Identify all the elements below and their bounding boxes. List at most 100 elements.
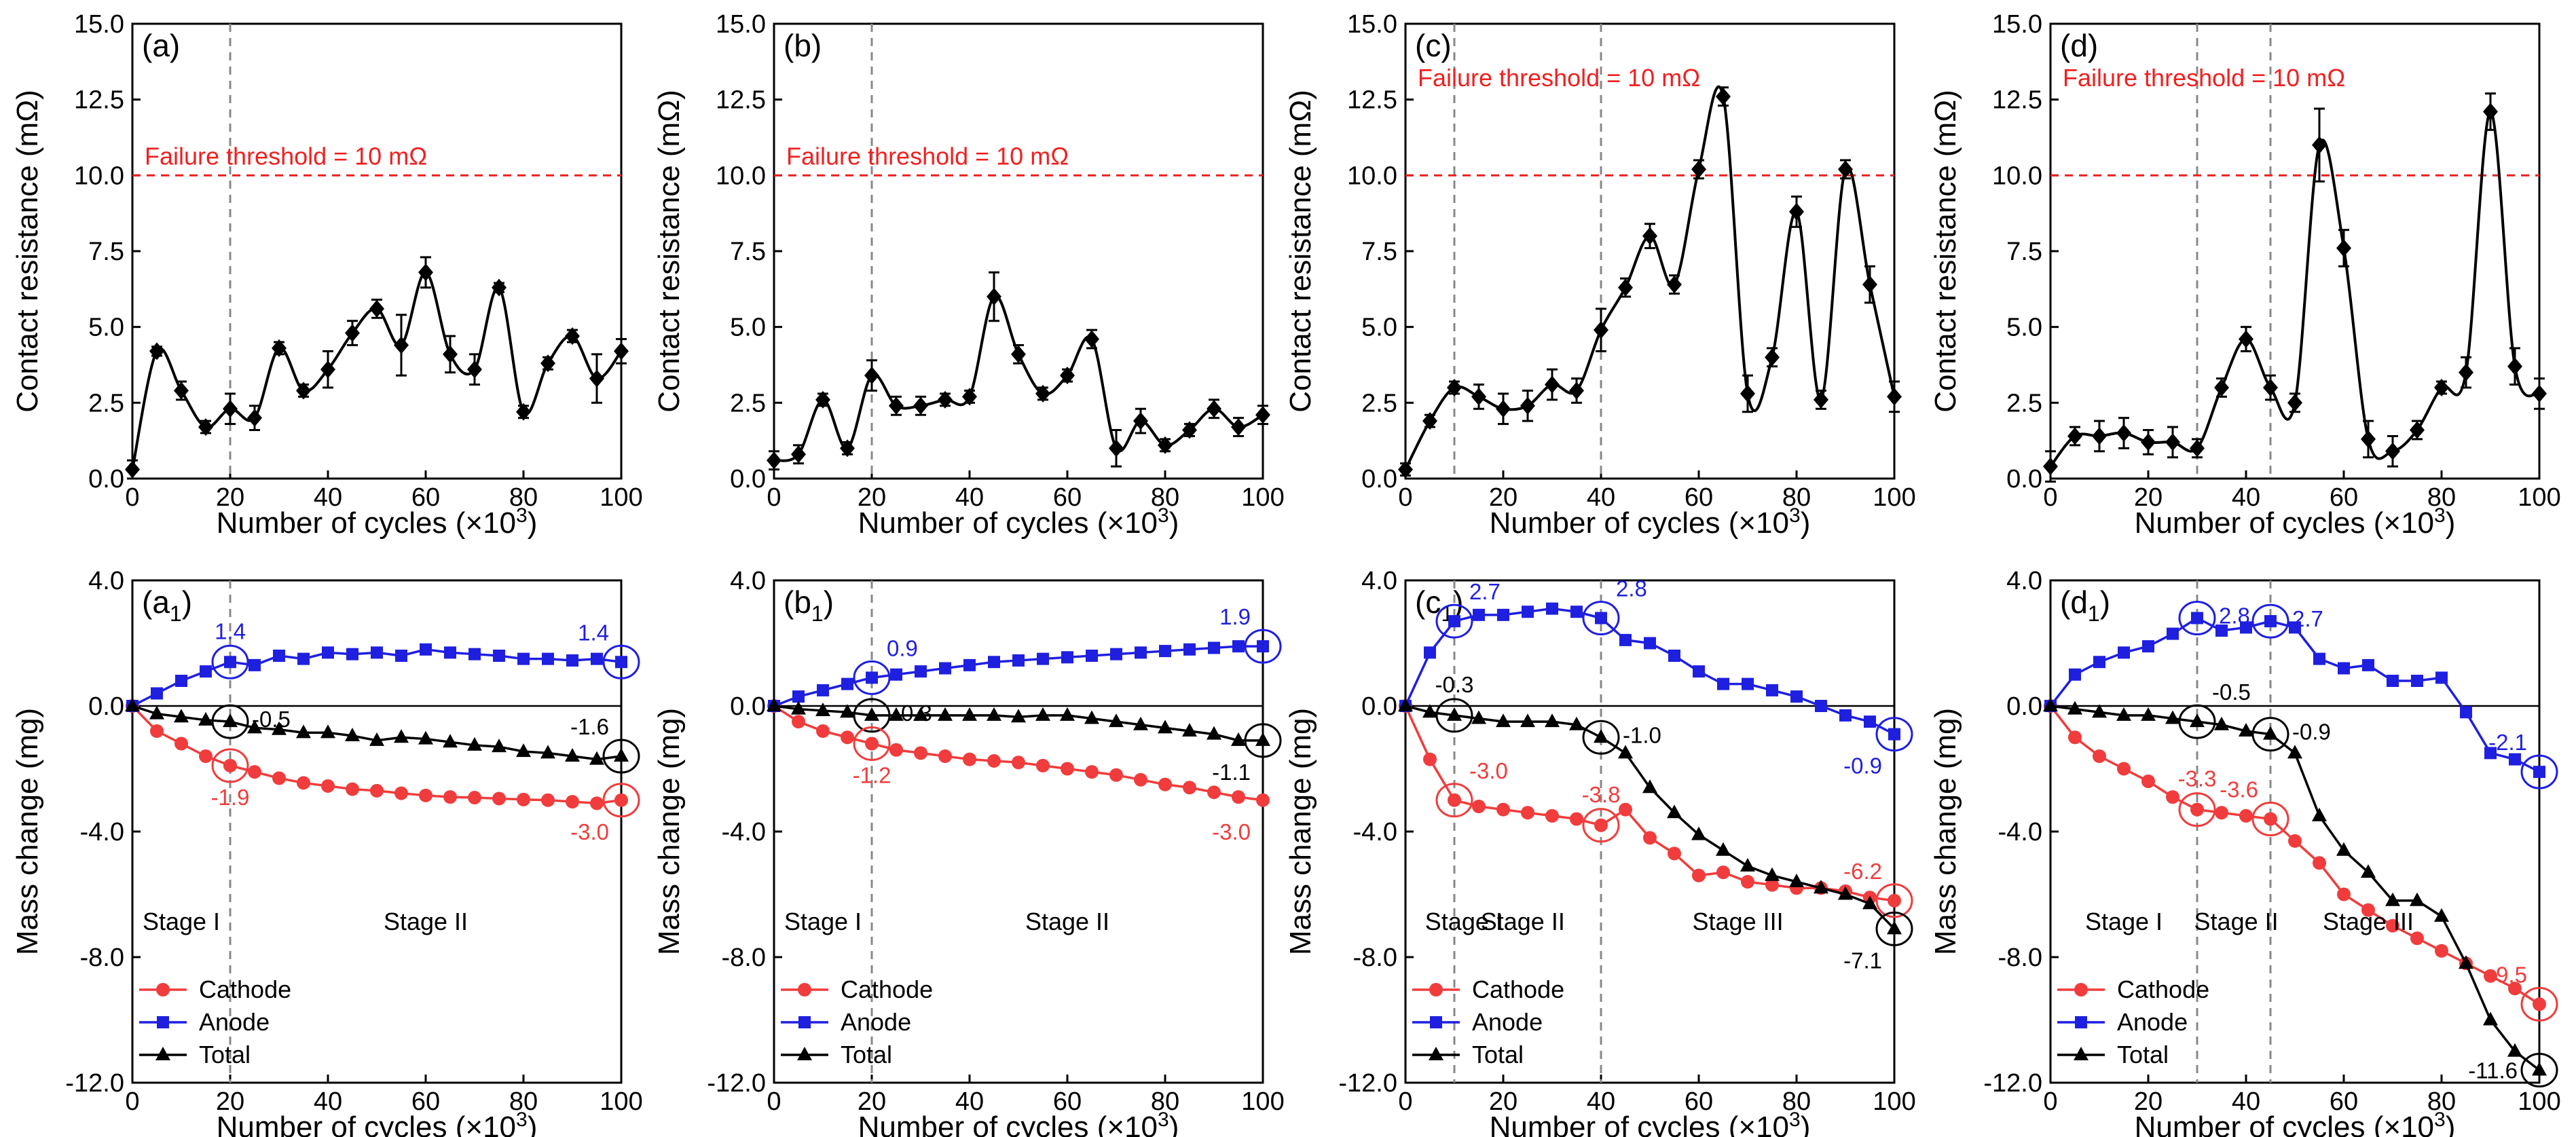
legend-label-anode: Anode bbox=[2117, 1008, 2188, 1036]
total-point bbox=[443, 734, 458, 748]
total-point bbox=[149, 705, 164, 720]
anode-point bbox=[2289, 621, 2301, 634]
total-point bbox=[1231, 732, 1246, 746]
annotation-circle bbox=[853, 660, 891, 695]
anode-point bbox=[1839, 709, 1852, 722]
anode-point bbox=[297, 652, 310, 665]
x-tick-label: 60 bbox=[1053, 483, 1082, 512]
anode-point bbox=[420, 643, 432, 656]
total-point bbox=[1084, 710, 1099, 724]
y-tick-label: 15.0 bbox=[74, 10, 124, 39]
cathode-point bbox=[865, 737, 879, 751]
resistance-point bbox=[149, 342, 164, 360]
anode-point bbox=[890, 668, 902, 681]
cathode-point bbox=[1134, 772, 1147, 787]
panel-a: 0 20 40 60 80 100 0.0 2.5 5.0 7.5 10.0 12.5 15.0 Numb… bbox=[11, 10, 643, 540]
cathode-point bbox=[2361, 903, 2375, 917]
anode-point bbox=[1864, 715, 1876, 728]
panel-label-main: (a) bbox=[142, 28, 180, 63]
resistance-point bbox=[2336, 239, 2351, 257]
total-point bbox=[938, 707, 953, 721]
resistance-point bbox=[2190, 439, 2205, 458]
x-tick-label: 80 bbox=[509, 1087, 538, 1116]
cathode-point bbox=[1521, 806, 1534, 820]
resistance-point bbox=[1716, 88, 1731, 106]
cathode-point bbox=[2166, 790, 2179, 804]
panel-label: (c1) bbox=[1415, 584, 1463, 626]
total-point bbox=[247, 720, 262, 734]
anode-point bbox=[1135, 646, 1147, 659]
y-tick-label: -4.0 bbox=[1353, 818, 1397, 846]
y-tick-label: 7.5 bbox=[1361, 238, 1397, 266]
resistance-point bbox=[589, 369, 604, 388]
value-annotation: -1.1 bbox=[1212, 760, 1251, 785]
y-axis-title: Mass change (mg) bbox=[11, 708, 44, 955]
cathode-point bbox=[1036, 758, 1050, 772]
cathode-point bbox=[1085, 765, 1099, 779]
x-axis-title-main: Number of cycles (×10 bbox=[858, 1111, 1158, 1137]
annotation-circle bbox=[853, 726, 891, 761]
total-point bbox=[962, 707, 977, 721]
anode-point bbox=[2533, 766, 2545, 779]
x-tick-label: 40 bbox=[314, 483, 342, 512]
stage-label: Stage I bbox=[1425, 908, 1503, 935]
y-tick-label: 2.5 bbox=[2006, 389, 2042, 417]
x-tick-label: 40 bbox=[1587, 483, 1615, 512]
cathode-point bbox=[2435, 944, 2448, 958]
x-tick-label: 100 bbox=[1873, 1087, 1915, 1116]
value-annotation: -1.2 bbox=[853, 763, 891, 788]
x-tick-label: 20 bbox=[216, 483, 244, 512]
stage-label: Stage I bbox=[143, 908, 220, 935]
legend-label-total: Total bbox=[841, 1041, 892, 1068]
total-point bbox=[2434, 908, 2449, 922]
x-tick-label: 40 bbox=[955, 483, 984, 512]
resistance-point bbox=[2263, 379, 2278, 396]
x-tick-label: 80 bbox=[1151, 1087, 1179, 1116]
anode-point bbox=[517, 652, 530, 665]
total-point bbox=[1765, 867, 1780, 881]
y-tick-label: 12.5 bbox=[716, 86, 766, 115]
anode-point bbox=[841, 677, 853, 690]
resistance-point bbox=[1084, 330, 1099, 348]
total-point bbox=[1158, 720, 1173, 734]
resistance-point bbox=[565, 327, 580, 346]
anode-point bbox=[1061, 651, 1073, 664]
anode-point bbox=[2313, 652, 2325, 665]
resistance-point bbox=[1765, 348, 1780, 367]
legend-swatch-marker bbox=[2075, 1016, 2087, 1028]
panel-label-close: ) bbox=[182, 584, 192, 620]
cathode-point bbox=[590, 796, 604, 810]
x-axis-title: Number of cycles (×103) bbox=[858, 1108, 1179, 1137]
total-point bbox=[889, 707, 904, 721]
x-axis-title-exponent: 3 bbox=[2434, 1108, 2446, 1131]
x-tick-label: 20 bbox=[216, 1087, 244, 1116]
total-point bbox=[1035, 707, 1050, 721]
resistance-point bbox=[2361, 430, 2376, 448]
x-tick-label: 60 bbox=[2330, 483, 2358, 512]
total-point bbox=[913, 707, 928, 721]
x-axis-title: Number of cycles (×103) bbox=[217, 504, 538, 540]
threshold-label: Failure threshold = 10 mΩ bbox=[1418, 64, 1700, 92]
anode-point bbox=[1424, 646, 1436, 659]
panel-b: 0 20 40 60 80 100 0.0 2.5 5.0 7.5 10.0 12.5 15.0 Numb… bbox=[652, 10, 1285, 540]
y-tick-label: -8.0 bbox=[722, 944, 766, 972]
panel-label-main: (b) bbox=[784, 28, 822, 63]
total-point bbox=[1496, 713, 1511, 728]
x-tick-label: 0 bbox=[767, 483, 781, 512]
anode-point bbox=[1595, 612, 1607, 625]
resistance-point bbox=[1740, 384, 1755, 403]
total-point bbox=[1255, 732, 1270, 746]
panel-label: (b1) bbox=[784, 584, 834, 626]
cathode-point bbox=[541, 793, 555, 807]
panel-label-main: (c bbox=[1415, 584, 1441, 620]
cathode-point bbox=[2264, 812, 2277, 826]
value-annotation: 2.8 bbox=[2219, 603, 2250, 629]
cathode-point bbox=[1594, 818, 1608, 832]
x-axis-title-exponent: 3 bbox=[1158, 1108, 1169, 1131]
cathode-point bbox=[248, 765, 261, 779]
panel-label: (a) bbox=[142, 28, 180, 63]
total-point bbox=[1667, 804, 1682, 819]
x-axis-title-main: Number of cycles (×10 bbox=[2135, 506, 2434, 540]
value-annotation: 0.9 bbox=[887, 635, 918, 660]
